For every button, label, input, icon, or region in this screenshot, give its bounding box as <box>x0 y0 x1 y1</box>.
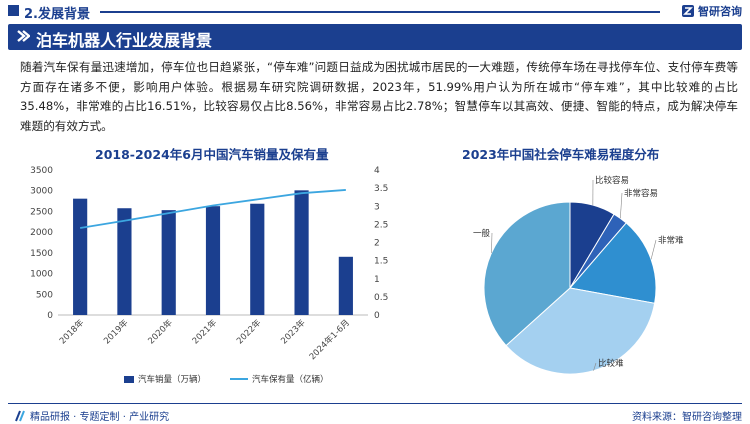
slash-logo-icon <box>15 410 25 421</box>
section-marker <box>8 5 19 16</box>
footer-tagline: 精品研报 · 专题定制 · 产业研究 <box>14 408 169 423</box>
x-tick-label: 2022年 <box>234 317 263 346</box>
y-tick-label: 500 <box>36 290 53 300</box>
y-tick-label: 1500 <box>30 249 53 259</box>
y2-tick-label: 2.5 <box>374 220 388 230</box>
bar <box>250 203 265 315</box>
y-tick-label: 3500 <box>30 166 53 176</box>
bar <box>161 210 176 315</box>
x-tick-label: 2023年 <box>279 317 308 346</box>
x-tick-label: 2024年1-6月 <box>307 317 352 362</box>
source-note: 资料来源：智研咨询整理 <box>632 412 742 423</box>
footer-rule <box>8 403 742 404</box>
y-tick-label: 1000 <box>30 270 53 280</box>
pie-slice-label: 比较难 <box>598 358 624 369</box>
y2-tick-label: 1.5 <box>374 257 388 267</box>
pie-slice-label: 非常容易 <box>624 188 658 199</box>
bar-chart-title: 2018-2024年6月中国汽车销量及保有量 <box>95 147 329 162</box>
y2-tick-label: 1 <box>374 275 380 285</box>
bar <box>294 190 309 315</box>
legend-label-sales: 汽车销量（万辆） <box>138 374 206 385</box>
y-tick-label: 0 <box>47 311 53 321</box>
legend-swatch-sales <box>124 376 134 383</box>
page-title: 泊车机器人行业发展背景 <box>36 31 213 50</box>
chevron-right-icon <box>17 30 30 42</box>
x-tick-label: 2019年 <box>101 317 130 346</box>
x-tick-label: 2018年 <box>57 317 86 346</box>
bar <box>117 208 132 315</box>
y2-tick-label: 0.5 <box>374 293 388 303</box>
footer: 精品研报 · 专题定制 · 产业研究 资料来源：智研咨询整理 <box>0 400 750 424</box>
y-tick-label: 2000 <box>30 228 53 238</box>
brand-name: 智研咨询 <box>698 5 742 18</box>
bar <box>338 256 353 315</box>
x-tick-label: 2021年 <box>190 317 219 346</box>
footer-tagline-text: 精品研报 · 专题定制 · 产业研究 <box>30 412 170 423</box>
pie-leader-line <box>593 362 597 371</box>
pie-slice <box>569 222 657 304</box>
y-tick-label: 3000 <box>30 187 53 197</box>
title-banner: 泊车机器人行业发展背景 <box>8 24 742 50</box>
y-tick-label: 2500 <box>30 207 53 217</box>
pie-slice-label: 一般 <box>473 228 491 239</box>
y2-tick-label: 3 <box>374 202 380 212</box>
pie-leader-line <box>491 232 493 254</box>
brand: 智研咨询 <box>681 3 742 19</box>
bar <box>205 206 221 315</box>
header-rule <box>100 11 660 13</box>
pie-slice <box>483 201 571 347</box>
pie-slice-label: 非常难 <box>658 235 684 246</box>
pie-leader-line <box>650 239 657 260</box>
sales-ownership-chart: 0 500 1000 1500 2000 2500 3000 3500 0 0.5 1 1.5 2 2.5… <box>30 166 388 385</box>
top-bar: 2.发展背景 智研咨询 <box>0 0 750 22</box>
zhiyan-logo-icon <box>682 5 694 17</box>
pie-leader-line <box>620 192 623 219</box>
pie-slice-label: 比较容易 <box>595 175 629 186</box>
bar <box>73 198 88 315</box>
y2-tick-label: 2 <box>374 239 380 249</box>
intro-paragraph: 随着汽车保有量迅速增加，停车位也日趋紧张，“停车难”问题日益成为困扰城市居民的一… <box>20 60 738 133</box>
y2-tick-label: 4 <box>374 166 380 176</box>
legend-label-ownership: 汽车保有量（亿辆） <box>252 374 329 385</box>
y2-tick-label: 0 <box>374 311 380 321</box>
section-title: 2.发展背景 <box>24 7 90 22</box>
y2-tick-label: 3.5 <box>374 184 388 194</box>
pie-chart-title: 2023年中国社会停车难易程度分布 <box>462 147 660 162</box>
ownership-line <box>79 189 346 229</box>
x-tick-label: 2020年 <box>146 317 175 346</box>
